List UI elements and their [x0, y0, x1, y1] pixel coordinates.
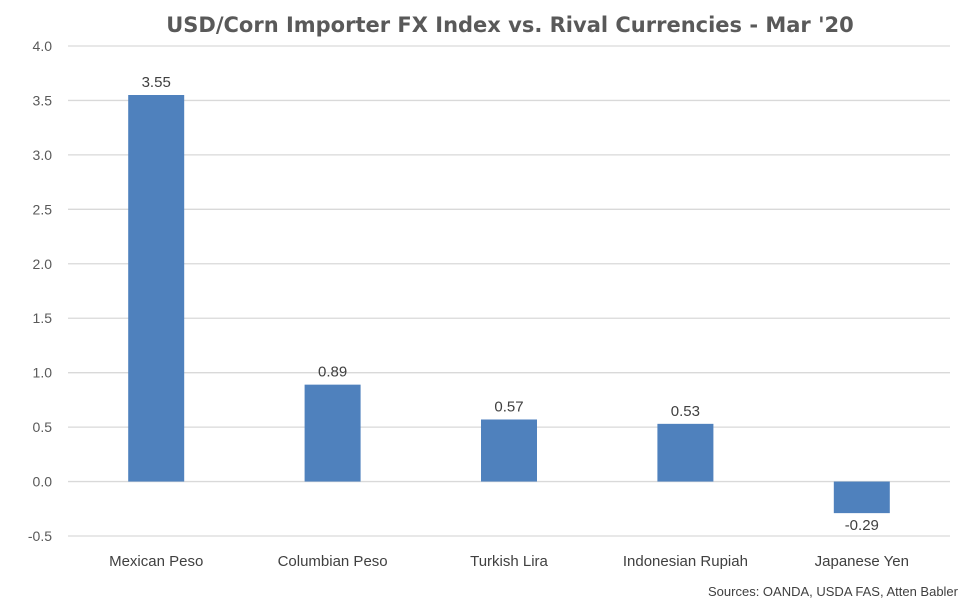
y-tick-label: 1.5	[33, 310, 53, 326]
y-tick-label: 2.0	[33, 256, 53, 272]
x-tick-label: Indonesian Rupiah	[623, 553, 748, 570]
bar	[481, 419, 537, 482]
source-note: Sources: OANDA, USDA FAS, Atten Babler	[708, 584, 959, 599]
x-tick-label: Mexican Peso	[109, 553, 203, 570]
data-label: 0.53	[671, 403, 700, 420]
bar	[304, 384, 361, 482]
y-tick-label: 1.0	[33, 365, 53, 381]
bar	[657, 423, 714, 482]
y-tick-label: 0.5	[33, 419, 53, 435]
bar	[833, 481, 890, 514]
x-tick-label: Columbian Peso	[278, 553, 388, 570]
data-label: -0.29	[845, 517, 879, 534]
data-label: 0.57	[494, 398, 523, 415]
x-tick-label: Turkish Lira	[470, 553, 548, 570]
y-tick-label: 0.0	[33, 474, 53, 490]
y-tick-label: 3.5	[33, 92, 53, 108]
y-tick-label: -0.5	[28, 528, 52, 544]
y-tick-label: 4.0	[33, 38, 53, 54]
y-tick-label: 3.0	[33, 147, 53, 163]
x-tick-label: Japanese Yen	[815, 553, 909, 570]
data-label: 3.55	[142, 74, 171, 91]
data-label: 0.89	[318, 364, 347, 381]
chart-title: USD/Corn Importer FX Index vs. Rival Cur…	[166, 13, 854, 37]
y-tick-label: 2.5	[33, 201, 53, 217]
bar	[128, 95, 185, 482]
